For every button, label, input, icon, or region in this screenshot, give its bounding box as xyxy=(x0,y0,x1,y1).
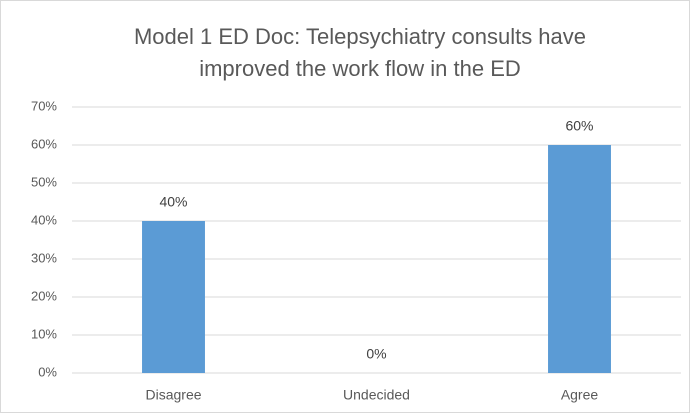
bar xyxy=(548,145,611,373)
x-tick-label: Disagree xyxy=(145,387,201,403)
value-label: 40% xyxy=(159,194,187,210)
y-tick-label: 0% xyxy=(38,364,57,379)
x-tick-label: Agree xyxy=(561,387,599,403)
chart-title: Model 1 ED Doc: Telepsychiatry consults … xyxy=(134,24,586,49)
x-tick-label: Undecided xyxy=(343,387,410,403)
y-tick-label: 40% xyxy=(31,212,57,227)
value-label: 60% xyxy=(565,118,593,134)
y-tick-label: 70% xyxy=(31,98,57,113)
y-tick-label: 60% xyxy=(31,136,57,151)
y-tick-label: 50% xyxy=(31,174,57,189)
bar xyxy=(142,221,205,373)
y-tick-label: 30% xyxy=(31,250,57,265)
value-label: 0% xyxy=(366,346,386,362)
y-tick-label: 20% xyxy=(31,288,57,303)
chart-title: improved the work flow in the ED xyxy=(199,56,521,81)
y-tick-label: 10% xyxy=(31,326,57,341)
